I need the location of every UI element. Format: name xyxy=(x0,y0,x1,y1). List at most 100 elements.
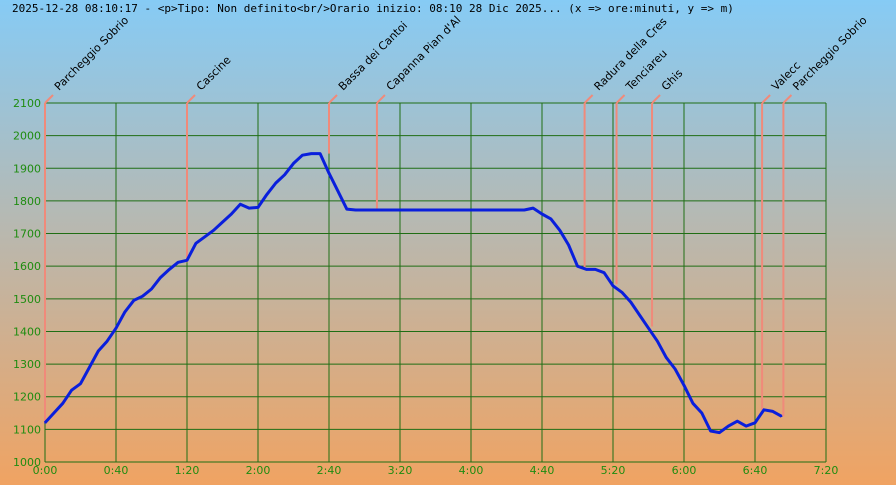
profile-point xyxy=(576,265,579,267)
x-tick-label: 0:40 xyxy=(104,464,129,477)
y-tick-label: 1300 xyxy=(13,358,41,371)
y-tick-labels: 1000 1100 1200 1300 1400 1500 1600 1700 1800 1900… xyxy=(13,97,41,469)
y-tick-label: 2000 xyxy=(13,130,41,143)
profile-point xyxy=(106,340,108,343)
profile-point xyxy=(567,244,570,246)
x-tick-label: 6:00 xyxy=(672,464,697,477)
x-tick-label: 5:20 xyxy=(601,464,626,477)
profile-point xyxy=(257,206,259,209)
x-tick-label: 2:40 xyxy=(317,464,342,477)
x-tick-label: 4:40 xyxy=(530,464,555,477)
waypoint-stub xyxy=(761,94,771,104)
profile-point xyxy=(301,154,304,157)
profile-point xyxy=(292,162,295,165)
x-tick-labels: 0:00 0:40 1:20 2:00 2:40 3:20 4:00 4:40 5:20 6:00… xyxy=(33,464,839,477)
profile-point xyxy=(665,356,668,359)
profile-point xyxy=(727,425,730,427)
profile-point xyxy=(337,190,339,192)
profile-point xyxy=(79,382,82,385)
profile-point xyxy=(452,209,455,211)
waypoint-stub xyxy=(651,94,661,104)
profile-point xyxy=(594,268,597,271)
profile-point xyxy=(203,236,206,238)
profile-point xyxy=(674,368,676,370)
profile-point xyxy=(88,366,91,369)
x-tick-label: 1:20 xyxy=(175,464,200,477)
profile-point xyxy=(230,213,233,215)
profile-point xyxy=(97,350,100,352)
profile-point xyxy=(736,420,739,423)
profile-point xyxy=(683,384,685,387)
profile-point xyxy=(354,209,357,211)
profile-point xyxy=(115,327,117,329)
profile-point xyxy=(399,209,401,211)
y-tick-label: 1500 xyxy=(13,293,41,306)
profile-point xyxy=(505,209,508,211)
profile-point xyxy=(629,301,632,303)
profile-point xyxy=(390,209,392,211)
waypoint-stub xyxy=(583,94,594,104)
profile-point xyxy=(700,412,703,414)
profile-point xyxy=(709,430,712,432)
profile-point xyxy=(44,422,46,424)
profile-point xyxy=(177,261,179,264)
profile-point xyxy=(647,327,650,329)
y-tick-label: 1900 xyxy=(13,162,41,175)
waypoint-stub xyxy=(615,94,626,104)
waypoint-stub xyxy=(782,94,793,104)
profile-point xyxy=(692,402,694,405)
profile-point xyxy=(363,209,366,211)
profile-point xyxy=(585,268,588,271)
profile-point xyxy=(150,288,153,290)
x-tick-label: 2:00 xyxy=(246,464,271,477)
profile-point xyxy=(274,182,277,184)
profile-point xyxy=(283,174,286,176)
grid xyxy=(44,102,827,463)
waypoint-stub xyxy=(44,94,54,104)
profile-point xyxy=(558,229,561,232)
profile-point xyxy=(532,207,534,209)
profile-point xyxy=(372,209,375,211)
waypoint-stub xyxy=(376,94,386,104)
profile-point xyxy=(310,152,313,155)
profile-point xyxy=(70,389,73,392)
profile-point xyxy=(221,221,224,223)
profile-point xyxy=(381,209,384,211)
profile-point xyxy=(780,415,783,418)
y-tick-label: 1800 xyxy=(13,195,41,208)
y-tick-label: 2100 xyxy=(13,97,41,110)
series-layer xyxy=(43,152,783,435)
y-tick-label: 1200 xyxy=(13,391,41,404)
x-tick-label: 3:20 xyxy=(388,464,413,477)
profile-point xyxy=(638,314,641,316)
y-tick-label: 1700 xyxy=(13,228,41,241)
profile-point xyxy=(612,284,614,287)
profile-point xyxy=(656,340,659,343)
waypoint-stub xyxy=(328,94,338,104)
profile-point xyxy=(61,402,64,405)
profile-point xyxy=(345,208,348,210)
profile-point xyxy=(239,203,242,205)
profile-point xyxy=(718,431,721,434)
waypoint-lines xyxy=(44,94,793,423)
profile-point xyxy=(328,172,330,174)
profile-point xyxy=(212,229,215,232)
profile-point xyxy=(550,218,552,220)
profile-point xyxy=(603,271,605,274)
profile-point xyxy=(416,209,419,211)
profile-point xyxy=(487,209,490,211)
x-tick-label: 4:00 xyxy=(459,464,484,477)
profile-point xyxy=(195,242,197,245)
x-tick-label: 0:00 xyxy=(33,464,58,477)
y-tick-label: 1400 xyxy=(13,325,41,338)
profile-point xyxy=(168,268,171,271)
profile-point xyxy=(434,209,437,211)
profile-point xyxy=(470,209,472,211)
x-tick-label: 6:40 xyxy=(743,464,768,477)
y-tick-label: 1600 xyxy=(13,260,41,273)
profile-point xyxy=(53,412,55,414)
y-tick-label: 1100 xyxy=(13,423,41,436)
